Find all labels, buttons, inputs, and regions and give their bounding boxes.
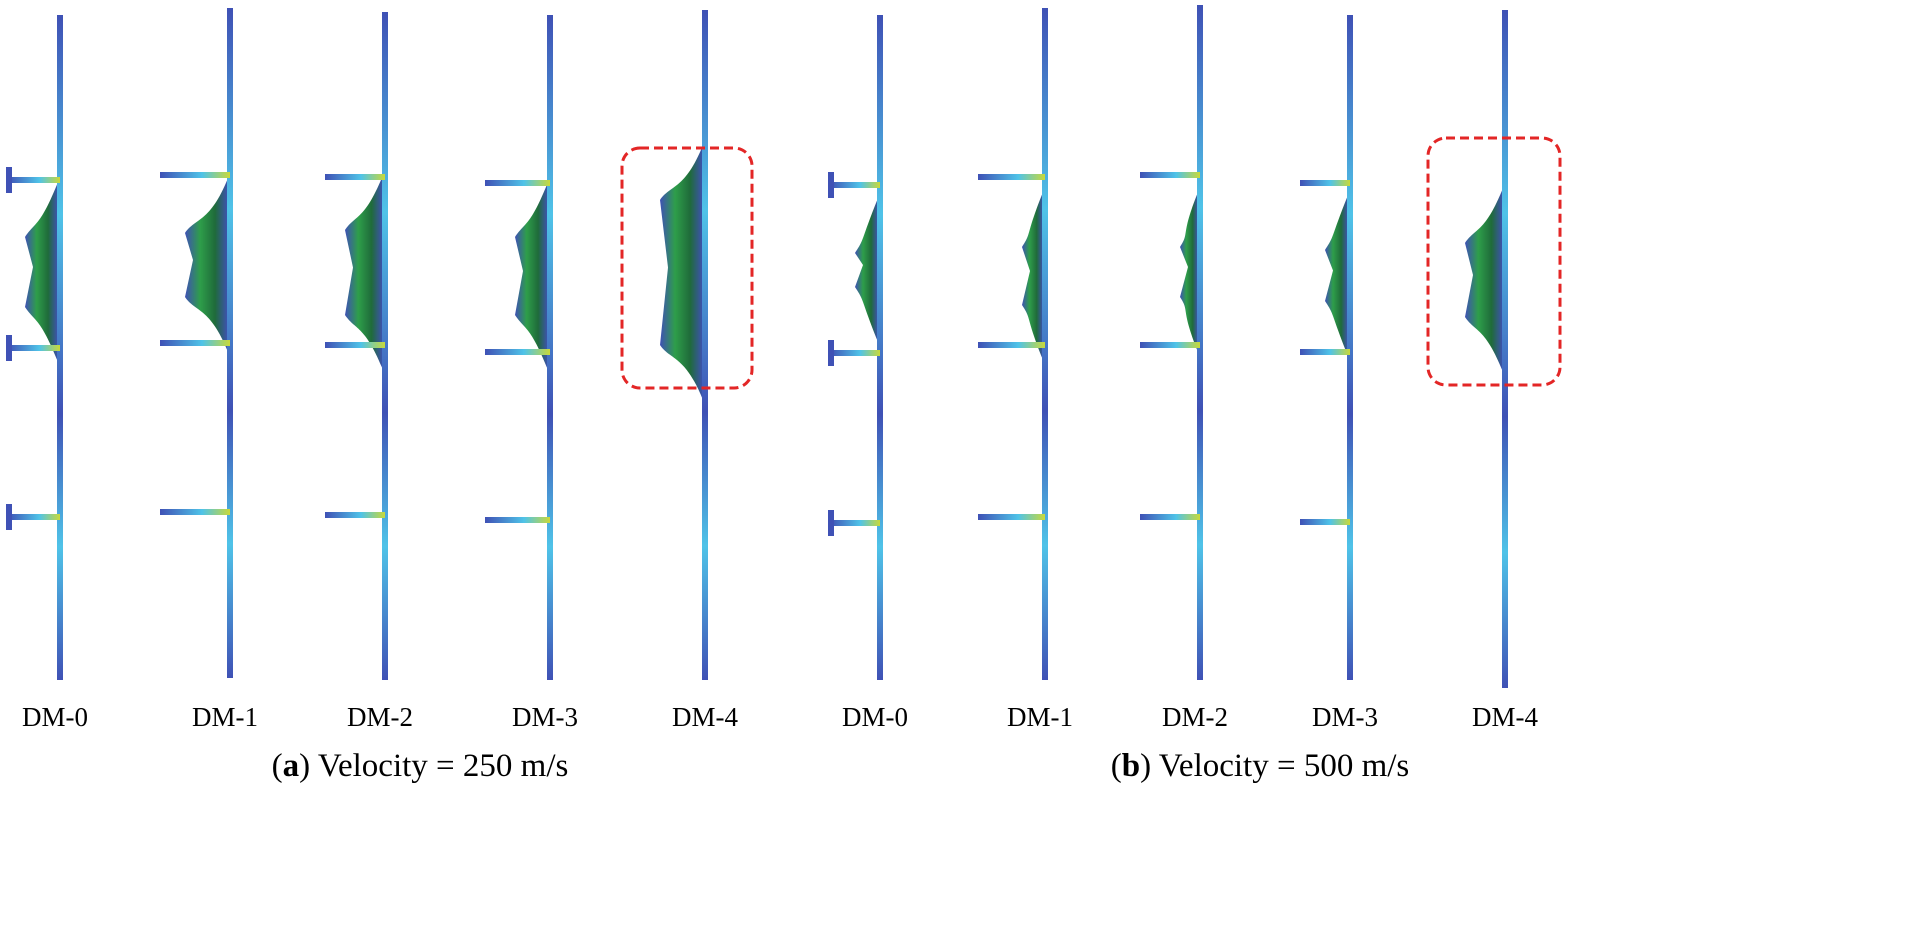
stiffener xyxy=(325,512,385,518)
stiffener xyxy=(160,172,230,178)
stiffener xyxy=(1140,342,1200,348)
stiffener xyxy=(8,177,60,183)
stiffener xyxy=(830,520,880,526)
deformed-bulge xyxy=(855,198,878,342)
deformed-bulge xyxy=(25,182,58,362)
stiffener xyxy=(1140,172,1200,178)
model-label: DM-3 xyxy=(512,702,578,732)
stiffener xyxy=(830,182,880,188)
stiffener xyxy=(830,350,880,356)
stiffener xyxy=(485,349,550,355)
stiffener xyxy=(325,342,385,348)
stiffener xyxy=(1300,519,1350,525)
deformed-bulge xyxy=(185,178,228,352)
stiffener xyxy=(8,345,60,351)
hull-plate xyxy=(877,15,883,680)
stiffener xyxy=(160,340,230,346)
hull-plate xyxy=(547,15,553,680)
stiffener-flange xyxy=(828,510,834,536)
stiffener xyxy=(1140,514,1200,520)
stiffener xyxy=(978,514,1045,520)
stiffener xyxy=(1300,180,1350,186)
deformed-bulge xyxy=(1325,195,1348,356)
deformed-bulge xyxy=(660,145,703,400)
stiffener-flange xyxy=(6,167,12,193)
hull-plate xyxy=(1347,15,1353,680)
stiffener-flange xyxy=(6,335,12,361)
model-label: DM-4 xyxy=(672,702,738,732)
highlight-box xyxy=(1426,136,1562,387)
deformed-bulge xyxy=(345,175,383,370)
highlight-box xyxy=(620,146,754,390)
stiffener xyxy=(485,517,550,523)
hull-plate xyxy=(1502,10,1508,688)
model-label: DM-0 xyxy=(842,702,908,732)
model-label: DM-1 xyxy=(192,702,258,732)
deformed-bulge xyxy=(1180,192,1198,352)
stiffener xyxy=(978,174,1045,180)
model-label: DM-4 xyxy=(1472,702,1538,732)
stiffener-flange xyxy=(828,172,834,198)
stiffener-flange xyxy=(6,504,12,530)
stiffener xyxy=(485,180,550,186)
deformed-bulge xyxy=(1465,188,1503,372)
deformed-bulge xyxy=(515,182,548,370)
model-label: DM-1 xyxy=(1007,702,1073,732)
model-label: DM-3 xyxy=(1312,702,1378,732)
stiffener xyxy=(8,514,60,520)
stiffener xyxy=(978,342,1045,348)
caption-b: (b) Velocity = 500 m/s xyxy=(1110,748,1410,784)
deformed-bulge xyxy=(1022,192,1043,360)
model-label: DM-0 xyxy=(22,702,88,732)
stiffener xyxy=(325,174,385,180)
stiffener xyxy=(1300,349,1350,355)
stiffener-flange xyxy=(828,340,834,366)
model-label: DM-2 xyxy=(1162,702,1228,732)
model-label: DM-2 xyxy=(347,702,413,732)
hull-plate xyxy=(702,10,708,680)
caption-a: (a) Velocity = 250 m/s xyxy=(271,748,569,784)
stiffener xyxy=(160,509,230,515)
